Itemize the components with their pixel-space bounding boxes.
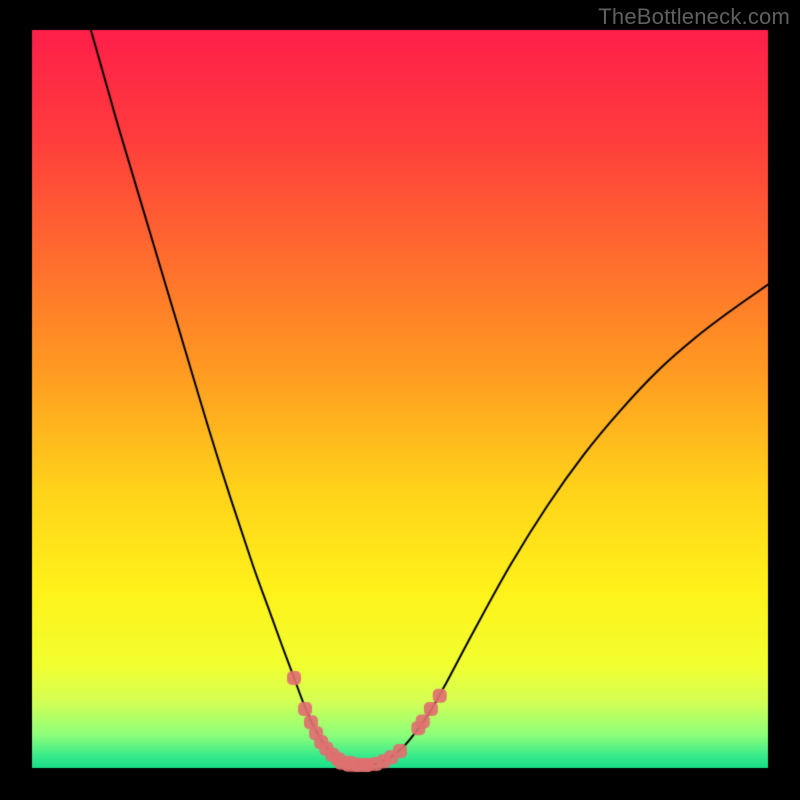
bottleneck-chart xyxy=(0,0,800,800)
watermark-label: TheBottleneck.com xyxy=(598,4,790,30)
